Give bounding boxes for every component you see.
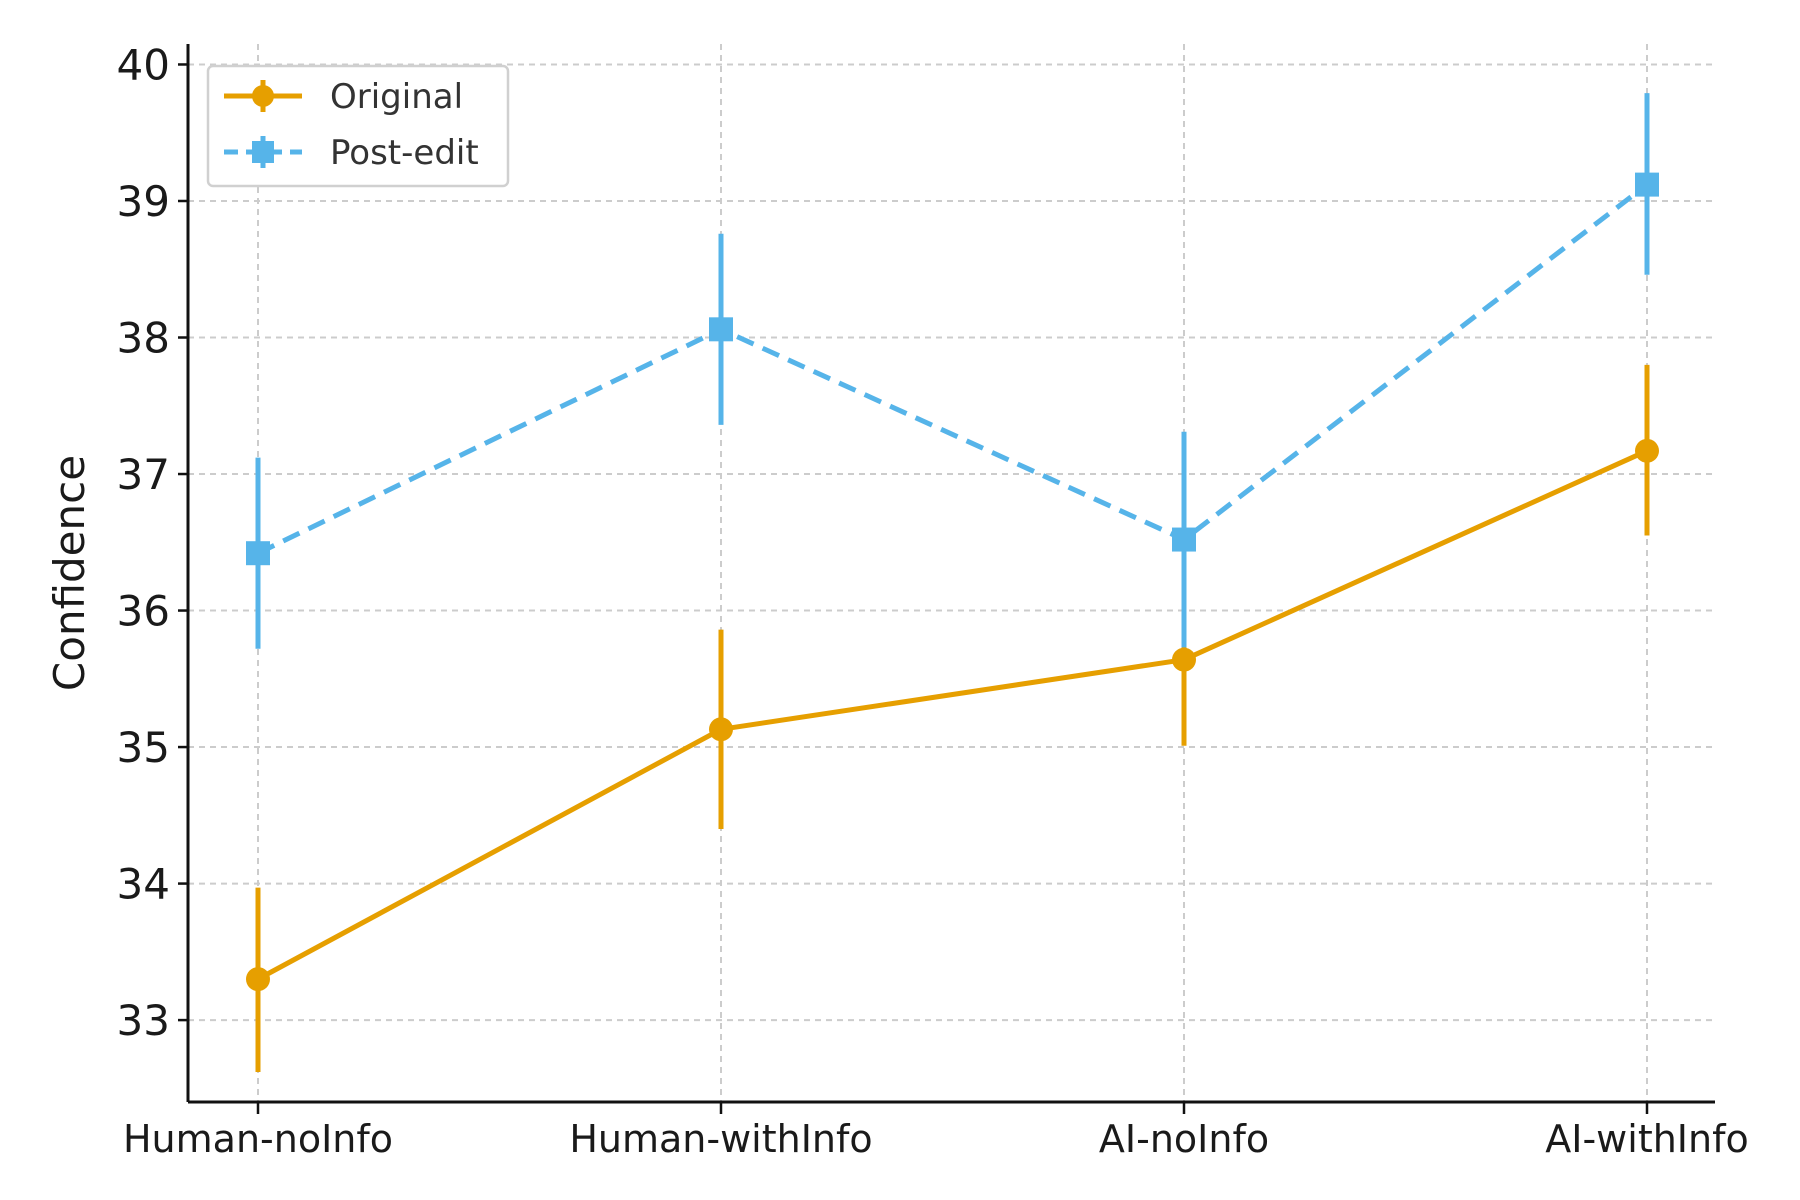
y-tick-label: 34 bbox=[117, 860, 170, 909]
data-point bbox=[1635, 172, 1659, 197]
legend-marker bbox=[252, 141, 274, 163]
data-point bbox=[246, 541, 270, 566]
x-tick-label: Human-noInfo bbox=[123, 1117, 393, 1161]
series-line bbox=[256, 182, 1649, 556]
data-point bbox=[709, 717, 733, 742]
series-original bbox=[246, 364, 1659, 1072]
series-line bbox=[256, 448, 1649, 982]
legend-marker bbox=[252, 85, 274, 107]
grid bbox=[188, 44, 1715, 1102]
y-tick-label: 35 bbox=[117, 723, 170, 772]
data-point bbox=[1172, 647, 1196, 672]
y-tick-label: 38 bbox=[117, 314, 170, 363]
series-post-edit bbox=[246, 93, 1659, 649]
y-tick-label: 39 bbox=[117, 177, 170, 226]
x-tick-label: Human-withInfo bbox=[569, 1117, 872, 1161]
y-tick-label: 37 bbox=[117, 450, 170, 499]
x-tick-label: AI-withInfo bbox=[1545, 1117, 1748, 1161]
legend-label: Original bbox=[330, 77, 463, 117]
data-point bbox=[1635, 438, 1659, 463]
tick-labels: 33 34 35 36 37 38 39 40 Human-noInfo Human-withIn… bbox=[117, 40, 1749, 1161]
legend-label: Post-edit bbox=[330, 133, 479, 173]
data-point bbox=[1172, 527, 1196, 552]
y-tick-label: 33 bbox=[117, 996, 170, 1045]
y-tick-label: 40 bbox=[117, 40, 170, 89]
data-point bbox=[246, 967, 270, 992]
axes bbox=[178, 44, 1715, 1114]
y-axis-label: Confidence bbox=[45, 455, 94, 691]
x-tick-label: AI-noInfo bbox=[1099, 1117, 1269, 1161]
series-group bbox=[246, 93, 1659, 1072]
legend: Original Post-edit bbox=[206, 64, 510, 188]
data-point bbox=[709, 317, 733, 342]
y-tick-label: 36 bbox=[117, 587, 170, 636]
